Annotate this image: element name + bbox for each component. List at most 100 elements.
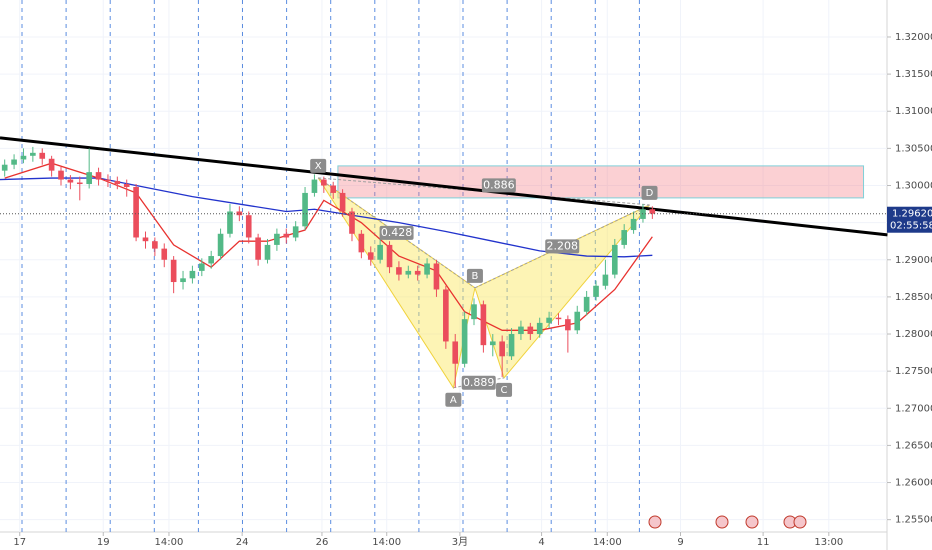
target-zone — [337, 165, 865, 199]
candle-body — [555, 317, 562, 320]
point-box — [445, 392, 462, 407]
candle-body — [217, 233, 224, 257]
candle-body — [471, 304, 477, 320]
candle-body — [452, 341, 459, 364]
candle-body — [161, 248, 168, 260]
candle-body — [255, 237, 261, 260]
candle-body — [649, 209, 656, 214]
event-icon — [745, 515, 759, 529]
candle-body — [321, 179, 327, 186]
price-tag-label: 1.29620 — [892, 209, 932, 220]
candle-body — [208, 256, 215, 264]
candle-body — [461, 319, 468, 364]
candle-body — [1, 164, 8, 171]
y-tick-label: 1.27500 — [895, 366, 932, 377]
x-tick-label: 3月 — [452, 536, 468, 548]
candle-body — [358, 233, 365, 253]
candle-body — [621, 230, 628, 245]
candle-body — [142, 237, 149, 242]
candle-body — [67, 179, 74, 183]
x-tick-label: 24 — [236, 537, 249, 548]
candle-body — [180, 278, 186, 283]
candle-body — [86, 172, 92, 185]
ratio-label: 0.428 — [381, 226, 413, 239]
ratio-label: 0.886 — [483, 178, 515, 191]
x-tick-label: 14:00 — [372, 537, 401, 548]
candle-body — [105, 179, 111, 182]
y-tick-label: 1.28000 — [895, 329, 932, 340]
candle-body — [367, 252, 374, 260]
point-label: B — [472, 271, 479, 282]
candle-body — [198, 263, 205, 271]
candle-body — [377, 244, 383, 260]
candle-body — [236, 211, 243, 216]
candle-body — [58, 170, 64, 180]
candle-body — [330, 185, 337, 193]
candle-body — [114, 181, 121, 185]
point-box — [466, 268, 483, 283]
x-tick-label: 13:00 — [814, 537, 843, 548]
candle-body — [574, 311, 581, 331]
y-tick-label: 1.31000 — [895, 106, 932, 117]
x-tick-label: 9 — [677, 537, 683, 548]
x-tick-label: 14:00 — [593, 537, 622, 548]
x-tick-label: 26 — [316, 537, 329, 548]
candle-body — [536, 322, 543, 335]
point-box — [310, 158, 327, 173]
candle-body — [264, 244, 271, 260]
candle-body — [76, 182, 83, 185]
candle-body — [405, 270, 412, 275]
candle-body — [443, 289, 449, 342]
x-tick-label: 14:00 — [155, 537, 184, 548]
candle-body — [245, 215, 252, 238]
candle-body — [349, 211, 355, 234]
ratio-box — [461, 375, 496, 390]
candle-body — [48, 158, 55, 171]
candle-body — [593, 285, 599, 297]
candle-body — [189, 270, 196, 279]
candle-body — [123, 184, 130, 187]
candle-body — [227, 211, 233, 234]
candle-body — [292, 226, 299, 238]
candle-body — [274, 233, 280, 245]
candle-body — [489, 341, 496, 346]
point-label: A — [450, 395, 457, 406]
candle-body — [414, 270, 421, 275]
candle-body — [433, 263, 440, 290]
ratio-box — [545, 239, 580, 254]
candle-body — [565, 319, 571, 331]
x-tick-label: 19 — [97, 537, 110, 548]
event-icon — [715, 515, 729, 529]
candle-body — [518, 326, 524, 335]
y-tick-label: 1.25500 — [895, 515, 932, 526]
candle-body — [283, 233, 290, 238]
y-tick-label: 1.32000 — [895, 32, 932, 43]
candle-body — [527, 326, 534, 335]
y-tick-label: 1.28500 — [895, 292, 932, 303]
event-icon — [793, 515, 807, 529]
point-label: C — [501, 385, 508, 396]
y-tick-label: 1.29000 — [895, 255, 932, 266]
y-tick-label: 1.31500 — [895, 69, 932, 80]
candle-body — [583, 296, 590, 312]
y-tick-label: 1.30500 — [895, 143, 932, 154]
ratio-box — [481, 178, 516, 193]
point-box — [641, 185, 658, 200]
price-tag — [887, 206, 932, 233]
candle-body — [499, 341, 505, 357]
candle-body — [480, 304, 487, 346]
point-label: D — [646, 188, 654, 199]
candle-body — [302, 192, 308, 227]
y-tick-label: 1.26000 — [895, 478, 932, 489]
ratio-label: 0.889 — [463, 376, 495, 389]
candle-body — [39, 152, 46, 159]
candle-body — [133, 186, 139, 238]
candle-body — [339, 192, 346, 212]
candle-body — [20, 155, 27, 160]
y-tick-label: 1.30000 — [895, 181, 932, 192]
point-box — [496, 382, 513, 397]
candle-body — [630, 218, 637, 231]
